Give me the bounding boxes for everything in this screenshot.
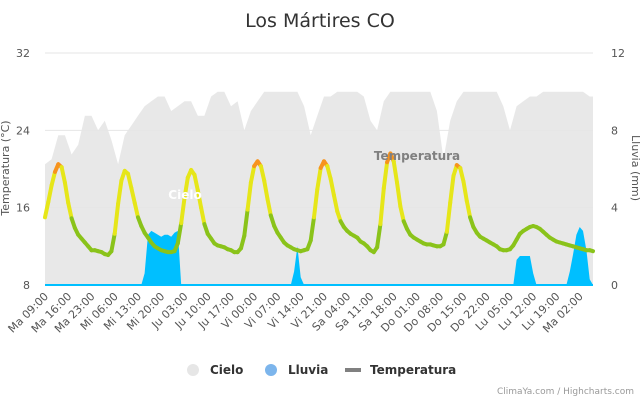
temperatura-segment <box>116 178 124 206</box>
temperatura-segment <box>461 179 469 203</box>
legend-label-temperatura: Temperatura <box>370 363 456 377</box>
temperatura-segment <box>175 221 184 246</box>
temperatura-segment <box>66 200 74 221</box>
y-left-tick-label: 32 <box>16 47 30 60</box>
temperatura-segment <box>441 229 449 247</box>
temperatura-segment <box>132 200 140 220</box>
legend-item-temperatura[interactable]: Temperatura <box>345 363 456 377</box>
temperatura-segment <box>398 204 406 224</box>
temperatura-segment <box>375 222 383 250</box>
annotation-layer: Cielo Temperatura <box>168 149 460 202</box>
temperatura-segment <box>331 193 340 214</box>
temperatura-segment <box>239 233 247 251</box>
temperatura-segment <box>308 215 316 243</box>
legend-label-cielo: Cielo <box>210 363 243 377</box>
y-right-tick-label: 0 <box>611 279 618 292</box>
y-right-axis-title: Lluvia (mm) <box>629 135 640 201</box>
y-right-tick-label: 8 <box>611 124 618 137</box>
temperatura-segment <box>192 172 200 193</box>
temperatura-segment <box>587 248 595 254</box>
legend: Cielo Lluvia Temperatura <box>187 363 456 377</box>
temperatura-segment <box>59 165 67 185</box>
y-right-ticks: 0 4 8 12 <box>611 47 625 292</box>
y-left-tick-label: 16 <box>16 202 30 215</box>
y-left-axis-title: Temperatura (°C) <box>0 120 12 216</box>
temperatura-segment <box>43 199 51 220</box>
annotation-cielo: Cielo <box>168 188 201 202</box>
y-left-ticks: 8 16 24 32 <box>16 47 30 292</box>
temperatura-line <box>43 151 595 257</box>
temperatura-segment <box>49 169 57 188</box>
temperatura-segment <box>325 164 333 181</box>
legend-item-lluvia[interactable]: Lluvia <box>265 363 328 377</box>
legend-label-lluvia: Lluvia <box>288 363 328 377</box>
temperatura-segment <box>62 180 71 205</box>
temperatura-segment <box>328 176 336 198</box>
temperatura-segment <box>448 173 456 205</box>
temperatura-segment <box>312 187 320 220</box>
temperatura-segment <box>242 207 250 238</box>
temperatura-segment <box>262 178 270 201</box>
y-left-tick-label: 24 <box>16 124 30 137</box>
temperatura-segment <box>315 166 323 192</box>
legend-symbol-lluvia <box>265 364 277 376</box>
temperatura-segment <box>109 231 117 254</box>
temperatura-segment <box>458 166 466 184</box>
temperatura-segment <box>129 186 137 205</box>
temperatura-segment <box>391 159 399 185</box>
chart-title: Los Mártires CO <box>245 10 395 32</box>
temperatura-segment <box>126 171 134 191</box>
y-right-tick-label: 12 <box>611 47 625 60</box>
legend-symbol-cielo <box>187 364 199 376</box>
temperatura-segment <box>112 201 121 236</box>
temperatura-segment <box>195 188 204 210</box>
annotation-temperatura: Temperatura <box>374 149 460 163</box>
lluvia-area-shape <box>45 227 593 285</box>
temperatura-segment <box>381 160 390 191</box>
temperatura-segment <box>444 200 453 234</box>
legend-symbol-temperatura <box>345 368 361 372</box>
temperatura-segment <box>199 205 207 227</box>
temperatura-segment <box>464 198 473 220</box>
temperatura-segment <box>46 183 54 204</box>
temperatura-segment <box>258 164 267 183</box>
temperatura-segment <box>245 180 253 212</box>
y-left-tick-label: 8 <box>23 279 30 292</box>
temperatura-segment <box>248 164 257 185</box>
temperatura-segment <box>182 175 190 200</box>
credits-text[interactable]: ClimaYa.com / Highcharts.com <box>497 387 634 397</box>
temperatura-segment <box>265 197 273 218</box>
lluvia-area <box>45 227 593 285</box>
temperatura-segment <box>395 180 403 209</box>
legend-item-cielo[interactable]: Cielo <box>187 363 243 377</box>
temperatura-segment <box>179 196 187 226</box>
temperatura-segment <box>378 186 386 227</box>
y-right-tick-label: 4 <box>611 202 618 215</box>
